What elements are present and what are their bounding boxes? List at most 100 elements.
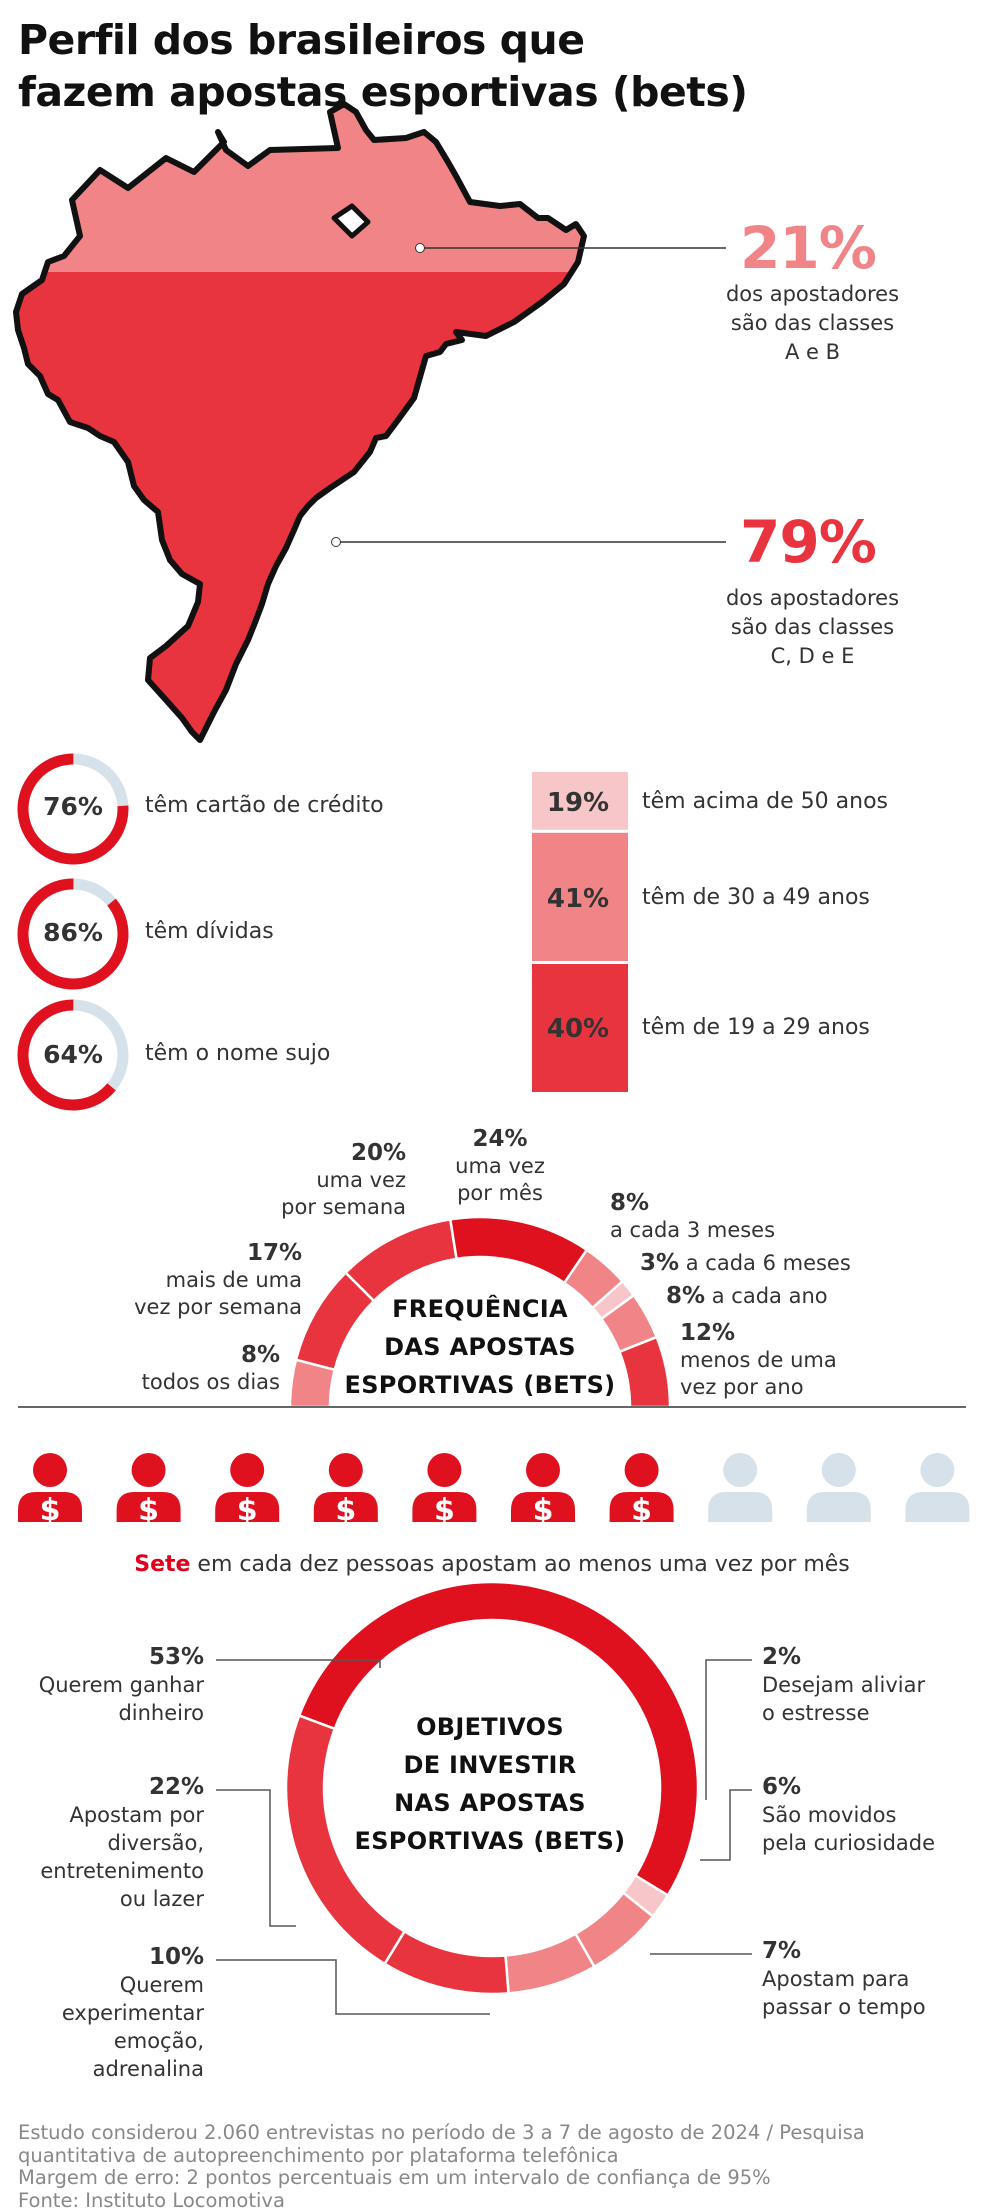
objectives-title: OBJETIVOS DE INVESTIR NAS APOSTAS ESPORT… — [340, 1708, 640, 1860]
frequency-title: FREQUÊNCIA DAS APOSTAS ESPORTIVAS (BETS) — [320, 1290, 640, 1404]
ring-label-1: têm cartão de crédito — [145, 792, 384, 820]
obj-l1-3: Apostam para — [762, 1965, 972, 1993]
person-icon-bettor: $ — [314, 1453, 378, 1528]
age-label-2: têm de 30 a 49 anos — [642, 884, 870, 912]
dollar-sign: $ — [533, 1493, 554, 1528]
person-icon — [807, 1453, 871, 1522]
freq-l1-3: uma vez — [420, 1153, 580, 1180]
obj-l1-0: Querem ganhar — [10, 1671, 204, 1699]
obj-l4-4: adrenalina — [10, 2055, 204, 2083]
footer-line-2: quantitativa de autopreenchimento por pl… — [18, 2145, 968, 2168]
map-bottom-line2: são das classes — [690, 613, 935, 642]
freq-l1-4: a cada 3 meses — [610, 1217, 850, 1244]
map-bottom-pct: 79% — [740, 512, 876, 572]
freq-pct-6: 8% — [666, 1283, 705, 1309]
leader-10 — [216, 1960, 490, 2014]
map-top-pct: 21% — [740, 218, 876, 278]
freq-label-todos: 8% todos os dias — [80, 1342, 280, 1396]
freq-label-menos: 12% menos de uma vez por ano — [680, 1320, 920, 1401]
objectives-title-l1: OBJETIVOS — [340, 1708, 640, 1746]
sete-sentence: Sete em cada dez pessoas apostam ao meno… — [0, 1552, 984, 1577]
footer-line-4: Fonte: Instituto Locomotiva — [18, 2190, 968, 2212]
obj-slice-4 — [385, 1931, 509, 1994]
freq-pct-5: 3% — [640, 1250, 679, 1276]
footer: Estudo considerou 2.060 entrevistas no p… — [18, 2122, 968, 2212]
obj-l1-2: São movidos — [762, 1801, 972, 1829]
sete-bold: Sete — [134, 1552, 190, 1577]
freq-l1-5: a cada 6 meses — [686, 1251, 851, 1275]
ring-pct-1: 76% — [18, 792, 128, 821]
freq-pct-3: 24% — [472, 1126, 527, 1152]
freq-pct-1: 17% — [247, 1240, 302, 1266]
obj-slice-1 — [623, 1876, 668, 1917]
obj-l1-1: Desejam aliviar — [762, 1671, 972, 1699]
freq-label-3meses: 8% a cada 3 meses — [610, 1190, 850, 1244]
freq-l1-2: uma vez — [200, 1167, 406, 1194]
leader-22 — [216, 1790, 296, 1926]
obj-slice-3 — [505, 1934, 594, 1994]
person-icon-bettor: $ — [117, 1453, 181, 1528]
leader-6 — [700, 1790, 752, 1860]
map-top-caption: dos apostadores são das classes A e B — [690, 280, 935, 367]
objectives-title-l2: DE INVESTIR — [340, 1746, 640, 1784]
dollar-sign: $ — [335, 1493, 356, 1528]
ring-pct-3: 64% — [18, 1040, 128, 1069]
obj-pct-4: 10% — [149, 1944, 204, 1970]
obj-l2-2: pela curiosidade — [762, 1829, 972, 1857]
freq-l1-7: menos de uma — [680, 1347, 920, 1374]
obj-pct-3: 7% — [762, 1938, 801, 1964]
age-label-3: têm de 19 a 29 anos — [642, 1014, 870, 1042]
dollar-sign: $ — [138, 1493, 159, 1528]
person-icon — [708, 1453, 772, 1522]
obj-pct-5: 22% — [149, 1774, 204, 1800]
obj-label-6: 6% São movidos pela curiosidade — [762, 1773, 972, 1857]
sete-rest: em cada dez pessoas apostam ao menos uma… — [190, 1552, 849, 1577]
obj-pct-1: 2% — [762, 1644, 801, 1670]
freq-label-6meses: 3% a cada 6 meses — [640, 1250, 900, 1277]
person-icon-bettor: $ — [610, 1453, 674, 1528]
obj-l2-5: diversão, — [10, 1829, 204, 1857]
obj-l4-5: ou lazer — [10, 1885, 204, 1913]
person-icon-bettor: $ — [18, 1453, 82, 1528]
freq-l2-2: por semana — [200, 1194, 406, 1221]
map-top-line1: dos apostadores — [690, 280, 935, 309]
freq-label-mes: 24% uma vez por mês — [420, 1126, 580, 1207]
map-bottom-line1: dos apostadores — [690, 584, 935, 613]
freq-pct-2: 20% — [351, 1140, 406, 1166]
freq-l2-1: vez por semana — [80, 1294, 302, 1321]
obj-label-22: 22% Apostam por diversão, entretenimento… — [10, 1773, 204, 1913]
frequency-title-l3: ESPORTIVAS (BETS) — [320, 1366, 640, 1404]
freq-label-mais: 17% mais de uma vez por semana — [80, 1240, 302, 1321]
obj-label-2: 2% Desejam aliviar o estresse — [762, 1643, 972, 1727]
age-pct-3: 40% — [530, 1014, 626, 1044]
obj-l2-3: passar o tempo — [762, 1993, 972, 2021]
map-bottom-line3: C, D e E — [690, 642, 935, 671]
age-label-1: têm acima de 50 anos — [642, 788, 888, 816]
dollar-sign: $ — [40, 1493, 61, 1528]
obj-l3-5: entretenimento — [10, 1857, 204, 1885]
ring-label-3: têm o nome sujo — [145, 1040, 330, 1068]
obj-label-7: 7% Apostam para passar o tempo — [762, 1937, 972, 2021]
person-icon-bettor: $ — [215, 1453, 279, 1528]
footer-line-1: Estudo considerou 2.060 entrevistas no p… — [18, 2122, 968, 2145]
map-top-line2: são das classes — [690, 309, 935, 338]
obj-l1-4: Querem — [10, 1971, 204, 1999]
freq-label-semana: 20% uma vez por semana — [200, 1140, 406, 1221]
freq-l1-6: a cada ano — [712, 1284, 828, 1308]
obj-label-53: 53% Querem ganhar dinheiro — [10, 1643, 204, 1727]
freq-l1-1: mais de uma — [80, 1267, 302, 1294]
footer-line-3: Margem de erro: 2 pontos percentuais em … — [18, 2167, 968, 2190]
obj-pct-2: 6% — [762, 1774, 801, 1800]
objectives-title-l4: ESPORTIVAS (BETS) — [340, 1822, 640, 1860]
freq-l1-0: todos os dias — [80, 1369, 280, 1396]
obj-slice-2 — [575, 1893, 653, 1967]
leader-2 — [706, 1660, 752, 1800]
age-pct-1: 19% — [530, 788, 626, 818]
person-icon-bettor: $ — [511, 1453, 575, 1528]
obj-l1-5: Apostam por — [10, 1801, 204, 1829]
objectives-title-l3: NAS APOSTAS — [340, 1784, 640, 1822]
freq-pct-4: 8% — [610, 1190, 649, 1216]
freq-pct-0: 8% — [241, 1342, 280, 1368]
obj-l2-0: dinheiro — [10, 1699, 204, 1727]
ring-pct-2: 86% — [18, 918, 128, 947]
